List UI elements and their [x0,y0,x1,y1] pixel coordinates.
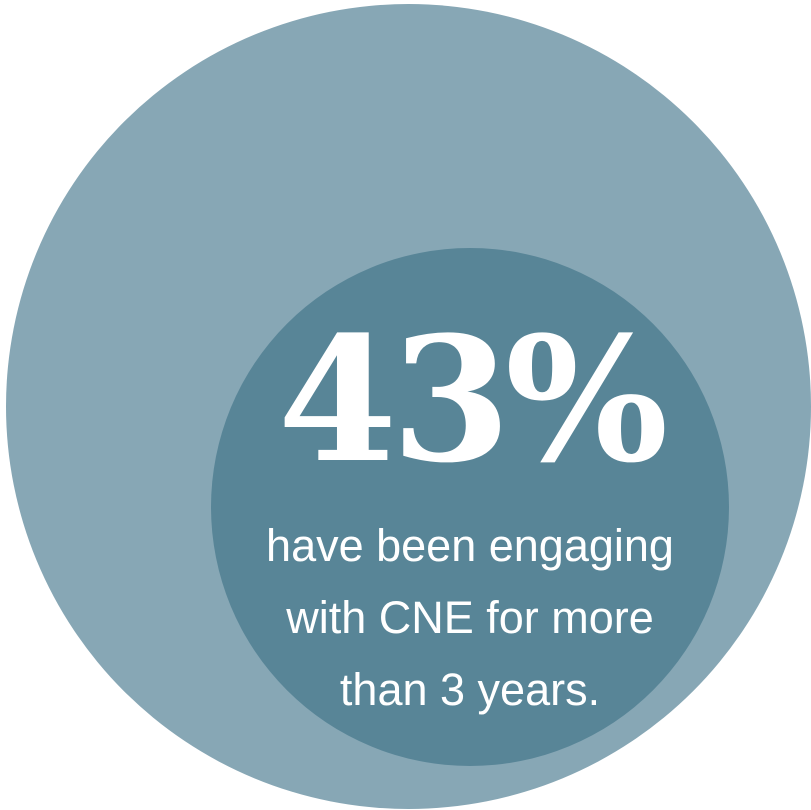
stat-value: 43% [277,298,669,501]
caption-line-1: have been engaging [266,520,674,571]
caption-line-2: with CNE for more [286,592,654,643]
caption-line-3: than 3 years. [339,664,601,715]
inner-circle [211,248,729,766]
stat-caption: have been engaging with CNE for more tha… [211,510,729,726]
